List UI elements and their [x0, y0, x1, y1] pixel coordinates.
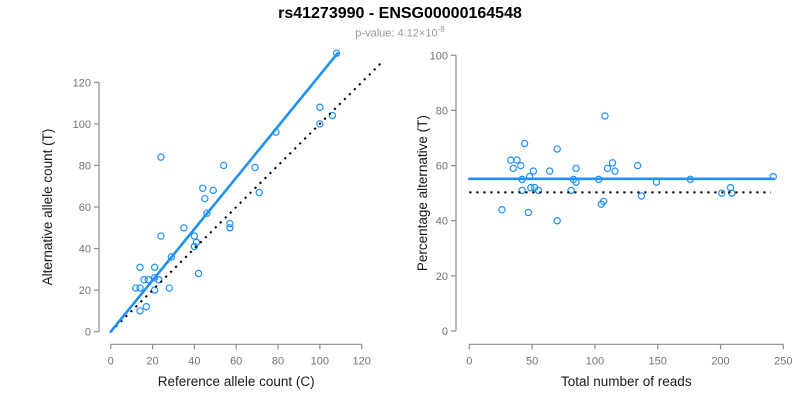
- data-point: [572, 164, 580, 173]
- data-point: [599, 197, 608, 206]
- y-tick-label: 20: [79, 285, 91, 297]
- data-point: [136, 284, 144, 292]
- y-axis-title: Percentage alternative (T): [415, 115, 430, 271]
- x-tick-label: 50: [526, 355, 538, 367]
- data-point: [601, 112, 609, 120]
- data-point: [155, 276, 163, 284]
- data-point: [209, 186, 217, 195]
- x-tick-label: 80: [272, 355, 284, 367]
- data-point: [226, 219, 234, 228]
- data-point: [633, 161, 642, 170]
- data-point: [136, 307, 144, 315]
- reference-line: [109, 62, 382, 333]
- x-tick-label: 0: [108, 355, 114, 367]
- data-point: [611, 167, 619, 175]
- data-point: [251, 163, 259, 172]
- y-tick-label: 40: [79, 244, 91, 256]
- x-tick-label: 150: [649, 355, 667, 367]
- data-point: [517, 161, 525, 170]
- data-point: [513, 156, 521, 164]
- data-point: [150, 273, 159, 282]
- y-tick-label: 100: [430, 50, 448, 62]
- x-tick-label: 250: [774, 355, 792, 367]
- plot-subtitle: p-value: 4.12×10-8: [0, 25, 800, 40]
- x-tick-label: 100: [311, 355, 329, 367]
- data-point: [518, 186, 526, 195]
- pvalue-exponent: -8: [437, 25, 445, 34]
- figure-header: rs41273990 - ENSG00000164548 p-value: 4.…: [0, 0, 800, 40]
- y-tick-label: 0: [85, 327, 91, 339]
- data-point: [603, 164, 612, 173]
- data-point: [328, 111, 337, 120]
- data-point: [180, 224, 188, 232]
- pvalue-text: p-value: 4.12×10: [355, 27, 438, 40]
- data-point: [545, 167, 554, 175]
- y-tick-label: 120: [73, 77, 91, 89]
- data-point: [150, 286, 159, 294]
- data-point: [157, 153, 165, 161]
- y-tick-label: 80: [436, 105, 448, 117]
- data-point: [201, 194, 209, 203]
- y-tick-label: 0: [442, 326, 448, 338]
- data-point: [190, 232, 199, 240]
- x-axis-title: Total number of reads: [561, 374, 692, 389]
- y-axis-title: Alternative allele count (T): [40, 129, 55, 286]
- data-point: [140, 276, 148, 284]
- fit-line: [109, 51, 339, 334]
- x-tick-label: 20: [146, 355, 158, 367]
- data-point: [316, 103, 324, 111]
- data-point: [226, 224, 234, 232]
- data-point: [567, 186, 575, 195]
- data-point: [203, 209, 211, 217]
- x-tick-label: 120: [353, 355, 371, 367]
- data-point: [165, 284, 173, 292]
- data-point: [608, 159, 617, 167]
- y-tick-label: 40: [436, 216, 448, 228]
- data-point: [498, 205, 506, 214]
- data-point: [553, 145, 561, 153]
- data-point: [527, 183, 535, 192]
- plot-title: rs41273990 - ENSG00000164548: [278, 5, 522, 22]
- x-tick-label: 200: [711, 355, 729, 367]
- data-point: [136, 263, 144, 271]
- data-point: [199, 184, 207, 192]
- data-point: [142, 303, 150, 311]
- data-point: [150, 263, 159, 271]
- data-point: [520, 139, 529, 148]
- data-point: [507, 156, 515, 164]
- y-tick-label: 60: [79, 202, 91, 214]
- data-point: [524, 208, 533, 217]
- data-point: [255, 188, 263, 197]
- x-tick-label: 0: [466, 355, 472, 367]
- data-point: [509, 164, 517, 173]
- data-point: [637, 192, 646, 200]
- data-point: [219, 161, 228, 170]
- data-point: [167, 253, 176, 261]
- data-point: [157, 232, 165, 240]
- x-tick-label: 60: [230, 355, 242, 367]
- data-point: [718, 189, 726, 197]
- y-tick-label: 60: [436, 161, 448, 173]
- x-tick-label: 40: [188, 355, 200, 367]
- x-tick-label: 100: [586, 355, 604, 367]
- y-tick-label: 20: [436, 271, 448, 283]
- y-tick-label: 80: [79, 160, 91, 172]
- data-point: [190, 242, 199, 251]
- data-point: [534, 186, 543, 195]
- x-axis-title: Reference allele count (C): [158, 374, 315, 389]
- data-point: [194, 269, 203, 278]
- data-point: [553, 217, 561, 225]
- y-tick-label: 100: [73, 119, 91, 131]
- data-point: [529, 167, 538, 175]
- data-point: [316, 120, 324, 128]
- data-point: [132, 284, 140, 292]
